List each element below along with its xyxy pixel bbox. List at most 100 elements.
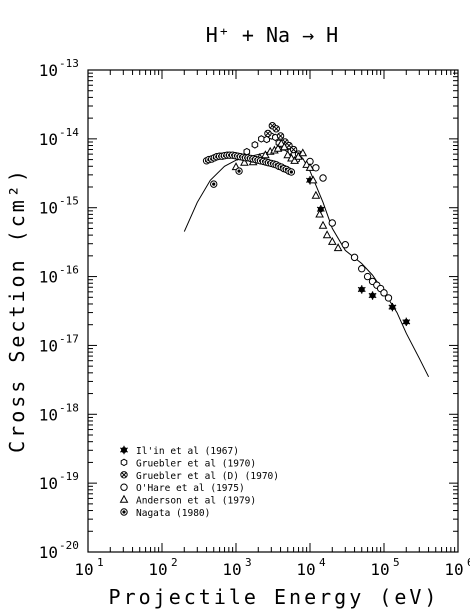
y-tick-base: 10 <box>39 405 58 424</box>
data-point-series-4 <box>380 289 388 297</box>
legend-label-4: O'Hare et al (1975) <box>136 483 245 494</box>
y-tick-label: 10 -20 <box>39 539 79 562</box>
data-point-series-4 <box>341 241 350 249</box>
x-tick-exponent: 5 <box>393 556 400 569</box>
data-point-series-6 <box>287 168 296 176</box>
y-tick-exponent: -17 <box>59 332 79 345</box>
y-tick-exponent: -16 <box>59 264 79 277</box>
marker-shape <box>363 272 372 281</box>
marker-shape <box>350 253 359 262</box>
x-tick-exponent: 3 <box>245 556 252 569</box>
marker-stroke <box>273 126 279 132</box>
x-tick-label: 10 6 <box>444 556 470 579</box>
y-tick-exponent: -15 <box>59 195 79 208</box>
marker-shape <box>341 241 350 249</box>
data-point-series-4 <box>350 253 359 262</box>
x-tick-base: 10 <box>222 560 241 579</box>
y-tick-label: 10 -15 <box>39 195 79 218</box>
y-tick-base: 10 <box>39 61 58 80</box>
data-point-series-5 <box>283 150 293 159</box>
data-point-series-5 <box>273 143 283 152</box>
data-point-series-5 <box>322 230 332 239</box>
marker-shape <box>315 209 324 218</box>
y-tick-exponent: -19 <box>59 470 79 483</box>
data-point-series-4 <box>319 174 327 182</box>
marker-stroke <box>120 447 128 453</box>
marker-shape <box>279 142 289 151</box>
marker-shape <box>305 162 315 171</box>
data-point-series-4 <box>312 164 320 172</box>
marker-shape <box>120 458 128 467</box>
marker-shape <box>243 147 251 156</box>
data-point-series-1 <box>357 285 366 294</box>
y-tick-base: 10 <box>39 268 58 287</box>
data-point-series-5 <box>311 190 321 199</box>
marker-shape <box>120 483 128 491</box>
marker-core <box>237 169 241 173</box>
marker-core <box>122 510 126 514</box>
marker-shape <box>258 135 265 143</box>
marker-shape <box>327 236 337 245</box>
legend-label-1: Il'in et al (1967) <box>136 446 239 457</box>
y-tick-label: 10 -19 <box>39 470 79 493</box>
marker-shape <box>328 219 336 227</box>
marker-stroke <box>368 292 377 299</box>
marker-stroke <box>265 130 271 136</box>
y-tick-label: 10 -18 <box>39 401 79 424</box>
marker-stroke <box>357 286 366 293</box>
marker-stroke <box>388 304 397 310</box>
marker-shape <box>290 155 299 164</box>
data-point-series-5 <box>318 220 328 229</box>
x-tick-label: 10 2 <box>148 556 177 579</box>
data-point-series-2 <box>258 135 265 143</box>
y-tick-base: 10 <box>39 130 58 149</box>
fit-curve-line <box>183 149 430 378</box>
legend-marker-1 <box>120 445 128 455</box>
marker-stroke <box>291 146 297 153</box>
y-tick-label: 10 -14 <box>39 126 80 149</box>
marker-shape <box>251 141 259 149</box>
x-tick-base: 10 <box>74 560 93 579</box>
data-point-series-6 <box>235 167 243 175</box>
data-point-series-5 <box>279 142 289 151</box>
marker-shape <box>311 190 321 199</box>
marker-stroke <box>277 133 284 139</box>
marker-shape <box>333 243 343 252</box>
legend-marker-2 <box>120 458 128 467</box>
y-tick-base: 10 <box>39 199 58 218</box>
marker-shape <box>283 150 293 159</box>
y-tick-base: 10 <box>39 543 58 562</box>
plot-frame <box>87 69 459 553</box>
data-point-series-5 <box>327 236 337 245</box>
x-tick-base: 10 <box>296 560 315 579</box>
data-point-series-6 <box>210 180 218 188</box>
data-point-series-4 <box>358 265 366 273</box>
marker-shape <box>119 494 129 503</box>
x-tick-exponent: 1 <box>97 556 104 569</box>
data-point-series-3 <box>276 132 285 140</box>
x-axis-label: Projectile Energy (eV) <box>109 585 440 609</box>
marker-shape <box>319 174 327 182</box>
x-tick-base: 10 <box>148 560 167 579</box>
legend-label-3: Gruebler et al (D) (1970) <box>136 471 279 482</box>
x-tick-exponent: 4 <box>319 556 326 569</box>
data-point-series-1 <box>402 317 411 327</box>
marker-stroke <box>402 319 411 325</box>
data-point-series-2 <box>243 147 251 156</box>
data-point-series-4 <box>384 294 393 302</box>
x-tick-label: 10 1 <box>74 556 103 579</box>
x-tick-exponent: 2 <box>171 556 178 569</box>
x-tick-base: 10 <box>370 560 389 579</box>
data-point-series-4 <box>328 219 336 227</box>
legend-marker-4 <box>120 483 128 491</box>
data-point-series-5 <box>305 162 315 171</box>
legend-marker-6 <box>120 508 128 516</box>
y-tick-label: 10 -16 <box>39 264 79 287</box>
legend-label-6: Nagata (1980) <box>136 508 210 519</box>
y-axis-label: Cross Section (cm²) <box>5 167 29 453</box>
marker-core <box>212 182 216 186</box>
y-tick-label: 10 -13 <box>39 57 79 80</box>
x-tick-base: 10 <box>444 560 463 579</box>
y-tick-base: 10 <box>39 474 58 493</box>
